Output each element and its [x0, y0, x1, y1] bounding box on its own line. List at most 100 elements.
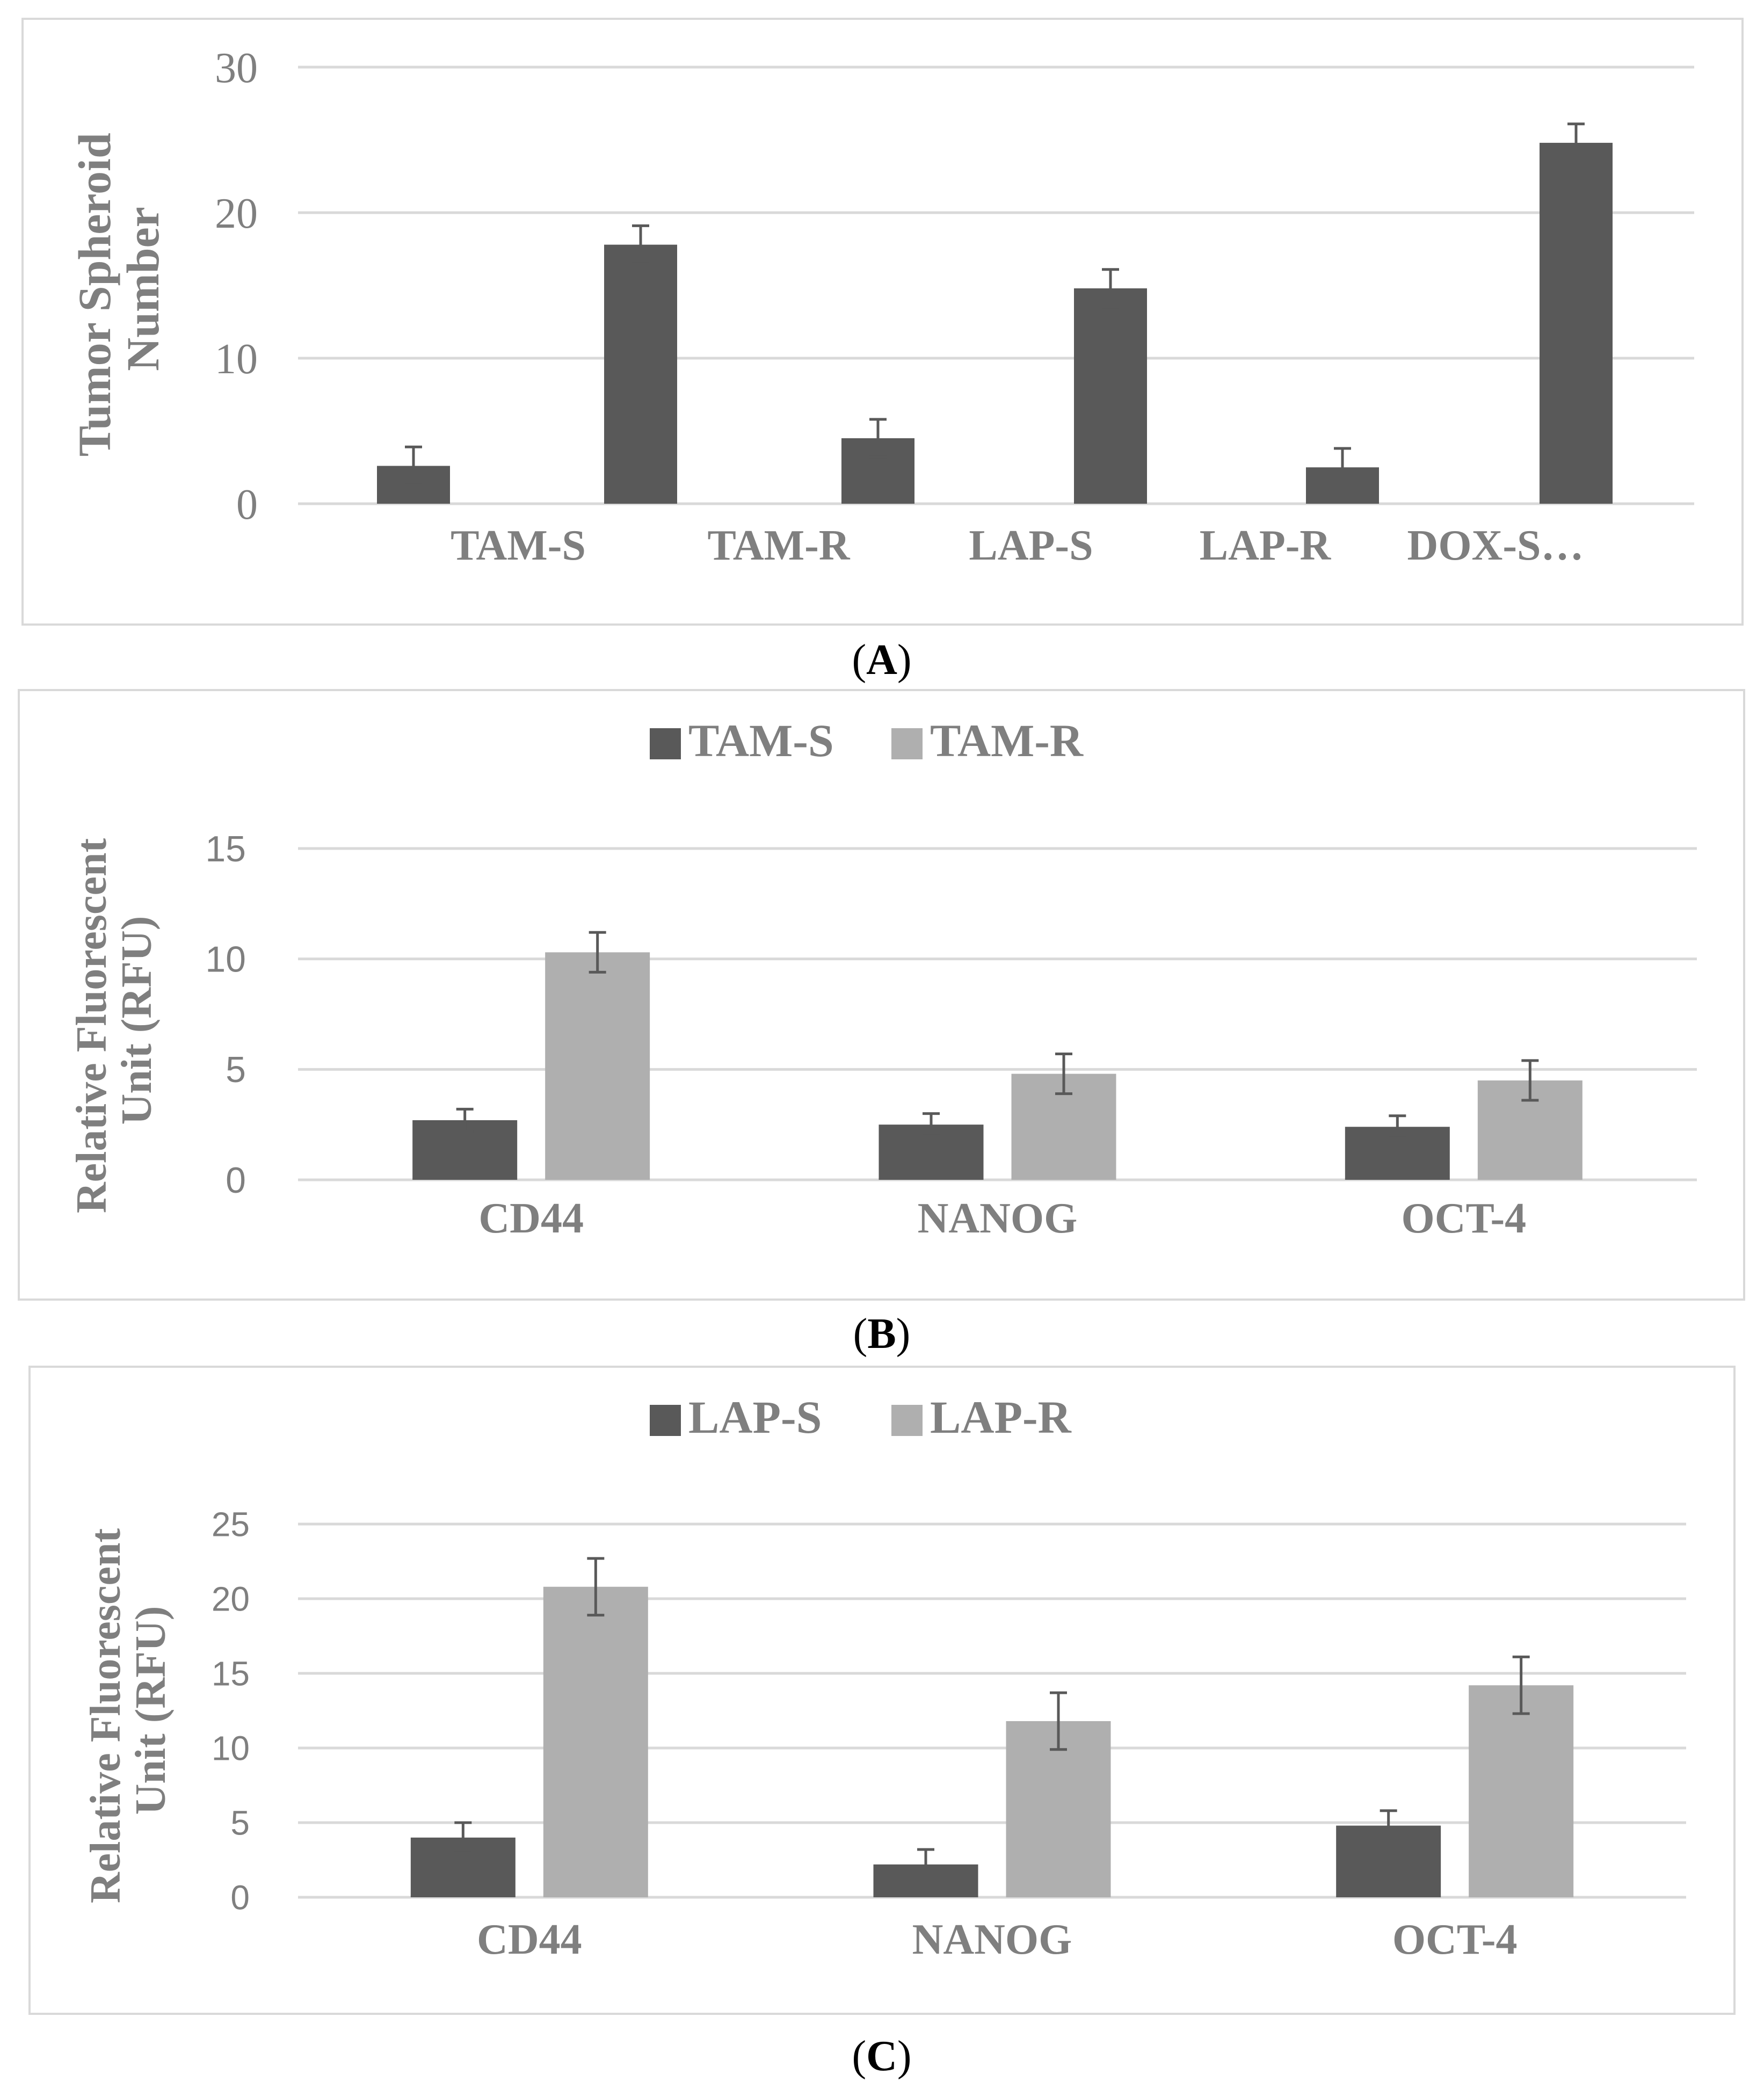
panel-c-label: (C) [852, 2033, 911, 2080]
panel-b-error-bars [456, 931, 1539, 1140]
panel-a-label: (A) [852, 636, 911, 684]
error-bar [1055, 1053, 1072, 1096]
panel-b-label-close: ) [896, 1310, 911, 1358]
legend-swatch [891, 1405, 923, 1436]
error-bar [587, 1557, 605, 1617]
category-label: DOX-S… [1407, 522, 1584, 569]
ytick-label: 20 [215, 190, 258, 237]
panel-c-label-letter: C [866, 2033, 897, 2080]
panel-b-frame [18, 689, 1745, 1301]
bar [1074, 288, 1147, 504]
category-label: LAP-S [969, 522, 1093, 569]
legend-item: TAM-R [891, 715, 1084, 766]
legend-item: LAP-R [891, 1391, 1072, 1443]
ytick-label: 25 [212, 1505, 250, 1543]
ytick-label: 10 [212, 1729, 250, 1767]
error-bar [632, 224, 649, 265]
error-bar [1389, 1114, 1406, 1140]
panel-b-category-labels: CD44 NANOG OCT-4 [478, 1195, 1526, 1242]
ytick-label: 15 [212, 1654, 250, 1693]
panel-a-frame [21, 18, 1744, 626]
error-bar [923, 1112, 940, 1137]
legend-label: LAP-S [688, 1391, 822, 1443]
panel-a-error-bars [405, 122, 1585, 488]
category-label: OCT-4 [1402, 1195, 1527, 1242]
panel-c-label-close: ) [897, 2033, 912, 2080]
error-bar [405, 445, 422, 487]
bar [1469, 1685, 1574, 1897]
bar [1540, 142, 1613, 504]
error-bar [1380, 1809, 1397, 1842]
ytick-label: 5 [230, 1803, 250, 1842]
ytick-label: 5 [226, 1049, 246, 1090]
panel-c-ylabel-line1: Relative Fluorescent [82, 1528, 129, 1903]
panel-b-label: (B) [853, 1310, 911, 1358]
error-bar [1102, 268, 1119, 309]
category-label: CD44 [477, 1916, 582, 1963]
ytick-label: 10 [215, 336, 258, 383]
panel-c-error-bars [454, 1557, 1530, 1881]
panel-c-legend: LAP-S LAP-R [650, 1391, 1072, 1443]
panel-a-label-letter: A [866, 636, 897, 684]
panel-c-ytick-labels: 0 5 10 15 20 25 [212, 1505, 250, 1917]
category-label: NANOG [918, 1195, 1078, 1242]
error-bar [917, 1848, 934, 1881]
bar [604, 244, 677, 504]
panel-b-legend: TAM-S TAM-R [650, 715, 1084, 766]
panel-b: TAM-S TAM-R 0 5 10 15 CD44 NANOG OCT-4 Relativ… [18, 689, 1745, 1358]
panel-b-ylabel-line1: Relative Fluorescent [68, 838, 115, 1213]
panel-b-bars [412, 952, 1582, 1180]
ytick-label: 0 [236, 481, 258, 528]
ytick-label: 0 [226, 1160, 246, 1201]
panel-b-gridlines [298, 847, 1697, 1181]
error-bar [589, 931, 606, 974]
category-label: LAP-R [1200, 522, 1332, 569]
bar [545, 952, 650, 1180]
legend-swatch [650, 1405, 681, 1436]
panel-c: LAP-S LAP-R 0 5 10 15 20 25 CD44 NANOG OCT-4 Rel… [28, 1366, 1736, 2080]
panel-b-label-letter: B [867, 1310, 896, 1358]
panel-c-bars [410, 1586, 1574, 1897]
panel-c-ylabel: Relative Fluorescent Unit (RFU) [82, 1518, 175, 1903]
legend-label: TAM-S [688, 715, 834, 766]
legend-swatch [650, 728, 681, 759]
ytick-label: 10 [205, 939, 246, 980]
panel-a-label-open: ( [852, 636, 866, 684]
bar [543, 1586, 648, 1897]
panel-b-label-open: ( [853, 1310, 868, 1358]
panel-a-ytick-labels: 0 10 20 30 [215, 45, 258, 528]
panel-c-ylabel-line2: Unit (RFU) [127, 1606, 175, 1815]
panel-a-gridlines [298, 66, 1694, 505]
panel-b-ylabel-line2: Unit (RFU) [113, 916, 161, 1125]
ytick-label: 15 [205, 829, 246, 869]
legend-item: LAP-S [650, 1391, 822, 1443]
panel-a-ylabel: Tumor Spheroid Number [69, 121, 169, 457]
error-bar [456, 1107, 474, 1133]
error-bar [1334, 447, 1351, 488]
ytick-label: 30 [215, 45, 258, 92]
panel-b-ylabel: Relative Fluorescent Unit (RFU) [68, 828, 161, 1213]
ytick-label: 0 [230, 1878, 250, 1917]
category-label: NANOG [912, 1916, 1072, 1963]
panel-c-category-labels: CD44 NANOG OCT-4 [477, 1916, 1517, 1963]
panel-a-bars [377, 142, 1613, 504]
error-bar [1567, 122, 1585, 163]
panel-a: 0 10 20 30 TAM-S TAM-R LAP-S LAP-R DOX-S… Tumor… [21, 18, 1744, 684]
panel-a-category-labels: TAM-S TAM-R LAP-S LAP-R DOX-S… [451, 522, 1584, 569]
error-bar [1050, 1691, 1067, 1751]
category-label: OCT-4 [1392, 1916, 1518, 1963]
category-label: TAM-S [451, 522, 586, 569]
error-bar [1512, 1655, 1530, 1715]
category-label: CD44 [478, 1195, 584, 1242]
legend-label: TAM-R [930, 715, 1084, 766]
panel-c-frame [28, 1366, 1736, 2015]
ytick-label: 20 [212, 1579, 250, 1618]
panel-a-ylabel-line2: Number [117, 207, 169, 371]
legend-label: LAP-R [930, 1391, 1072, 1443]
panel-b-ytick-labels: 0 5 10 15 [205, 829, 246, 1201]
error-bar [1521, 1059, 1539, 1102]
panel-c-gridlines [298, 1522, 1686, 1899]
category-label: TAM-R [707, 522, 850, 569]
panel-c-label-open: ( [852, 2033, 866, 2080]
